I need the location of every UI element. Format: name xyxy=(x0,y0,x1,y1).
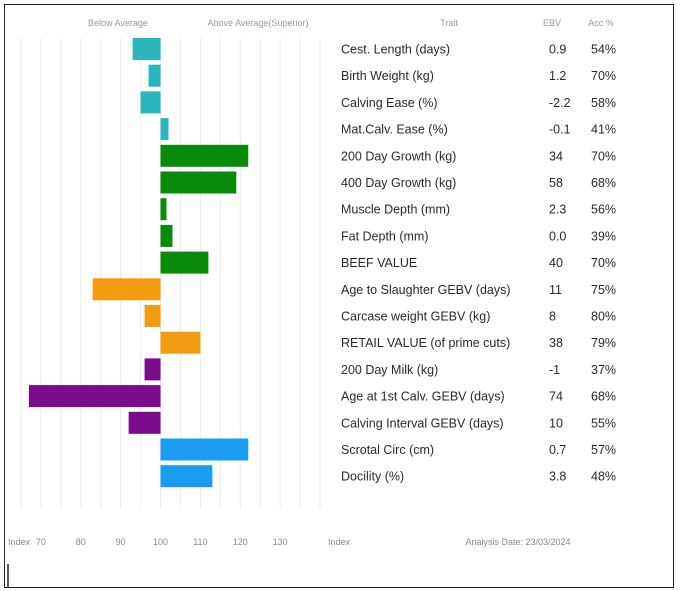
bar xyxy=(160,118,169,141)
x-tick-label: 80 xyxy=(76,537,86,547)
bar xyxy=(148,64,161,87)
trait-label: Cest. Length (days) xyxy=(341,43,450,57)
ebv-bar-chart: Below Average Above Average(Superior) Tr… xyxy=(4,4,674,588)
acc-value: 68% xyxy=(591,390,616,404)
trait-label: 400 Day Growth (kg) xyxy=(341,176,456,190)
ebv-value: 11 xyxy=(549,283,562,297)
ebv-value: -0.1 xyxy=(549,123,571,137)
bar xyxy=(140,91,161,114)
acc-value: 55% xyxy=(591,416,616,430)
bar xyxy=(144,305,161,327)
x-tick-label: 100 xyxy=(153,537,168,547)
x-tick-label: 90 xyxy=(116,537,126,547)
acc-value: 80% xyxy=(591,310,616,324)
x-tick-label: 130 xyxy=(273,537,288,547)
bar xyxy=(160,224,173,247)
above-average-label: Above Average(Superior) xyxy=(208,18,309,28)
ebv-value: 0.9 xyxy=(549,43,566,57)
acc-value: 75% xyxy=(591,283,616,297)
bar xyxy=(160,465,213,488)
trait-label: 200 Day Milk (kg) xyxy=(341,363,438,377)
ebv-value: 40 xyxy=(549,256,563,270)
bar xyxy=(160,198,167,221)
bars-group xyxy=(28,38,249,488)
bar xyxy=(132,38,161,60)
ebv-value: 38 xyxy=(549,336,563,350)
trait-label: Fat Depth (mm) xyxy=(341,229,429,243)
ebv-value: -2.2 xyxy=(549,96,571,110)
bar xyxy=(128,411,161,434)
bar xyxy=(160,144,249,167)
acc-value: 54% xyxy=(591,43,616,57)
ebv-value: 0.7 xyxy=(549,443,566,457)
ebv-column-header: EBV xyxy=(543,18,561,28)
ebv-value: 58 xyxy=(549,176,563,190)
trait-label: Mat.Calv. Ease (%) xyxy=(341,123,448,137)
acc-value: 56% xyxy=(591,203,616,217)
acc-value: 68% xyxy=(591,176,616,190)
trait-label: Calving Interval GEBV (days) xyxy=(341,416,504,430)
ebv-value: 2.3 xyxy=(549,203,566,217)
bar xyxy=(160,171,237,194)
trait-label: Birth Weight (kg) xyxy=(341,69,434,83)
chart-frame: Below Average Above Average(Superior) Tr… xyxy=(4,4,674,588)
acc-value: 58% xyxy=(591,96,616,110)
acc-value: 79% xyxy=(591,336,616,350)
ebv-value: 0.0 xyxy=(549,229,566,243)
trait-label: Age to Slaughter GEBV (days) xyxy=(341,283,511,297)
acc-value: 70% xyxy=(591,256,616,270)
trait-label: Calving Ease (%) xyxy=(341,96,438,110)
bar xyxy=(160,251,209,274)
x-axis-label-left: Index xyxy=(8,537,31,547)
ebv-value: 74 xyxy=(549,390,563,404)
trait-label: RETAIL VALUE (of prime cuts) xyxy=(341,336,510,350)
bar xyxy=(92,278,161,301)
bar xyxy=(160,331,201,354)
ebv-value: 3.8 xyxy=(549,470,566,484)
ebv-value: 1.2 xyxy=(549,69,566,83)
acc-value: 70% xyxy=(591,149,616,163)
x-tick-label: 70 xyxy=(36,537,46,547)
trait-label: Docility (%) xyxy=(341,470,404,484)
acc-value: 48% xyxy=(591,470,616,484)
acc-value: 39% xyxy=(591,229,616,243)
trait-label: Muscle Depth (mm) xyxy=(341,203,450,217)
below-average-label: Below Average xyxy=(88,18,148,28)
trait-column-header: Trait xyxy=(440,18,458,28)
acc-value: 70% xyxy=(591,69,616,83)
bar xyxy=(144,358,161,381)
acc-value: 37% xyxy=(591,363,616,377)
ebv-value: 8 xyxy=(549,310,556,324)
x-axis-ticks: 70 80 90 100 110 120 130 xyxy=(36,537,288,547)
x-tick-label: 110 xyxy=(193,537,207,547)
trait-label: Scrotal Circ (cm) xyxy=(341,443,434,457)
ebv-value: 34 xyxy=(549,149,563,163)
bar xyxy=(160,438,249,461)
trait-label: Carcase weight GEBV (kg) xyxy=(341,310,490,324)
row-labels-group: Cest. Length (days) 0.9 54% Birth Weight (k… xyxy=(341,43,616,484)
analysis-date: Analysis Date: 23/03/2024 xyxy=(465,537,570,547)
x-tick-label: 120 xyxy=(233,537,248,547)
acc-value: 57% xyxy=(591,443,616,457)
acc-value: 41% xyxy=(591,123,616,137)
ebv-value: 10 xyxy=(549,416,563,430)
trait-label: BEEF VALUE xyxy=(341,256,417,270)
trait-label: 200 Day Growth (kg) xyxy=(341,149,456,163)
acc-column-header: Acc % xyxy=(588,18,614,28)
x-axis-label-right: Index xyxy=(328,537,351,547)
trait-label: Age at 1st Calv. GEBV (days) xyxy=(341,390,505,404)
chart-border xyxy=(4,4,674,588)
ebv-value: -1 xyxy=(549,363,560,377)
bar xyxy=(28,385,161,408)
